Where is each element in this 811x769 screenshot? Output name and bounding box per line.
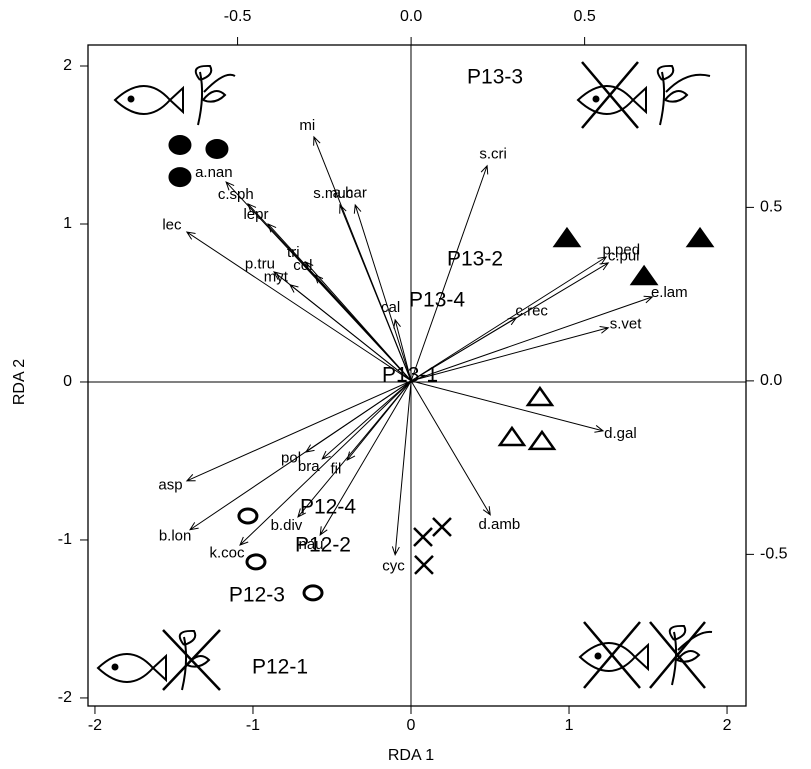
species-label: lec — [162, 216, 182, 233]
species-arrow — [411, 166, 488, 381]
species-label: s.vet — [610, 316, 643, 333]
species-label: b.lon — [159, 527, 192, 544]
x-tick-label: 1 — [565, 717, 574, 734]
y-tick-label: 1 — [63, 215, 72, 232]
species-label: mi — [299, 117, 315, 134]
x2-tick-label: 0.5 — [573, 8, 595, 25]
chart: RDA 1 RDA 2 -2 -1 0 1 2 -2 -1 0 1 2 -0.5 0.0 0.5 -0.5… — [0, 0, 811, 769]
y-tick-label: -1 — [58, 531, 72, 548]
species-arrow — [340, 205, 411, 381]
species-label: c.pul — [608, 248, 640, 265]
species-arrow — [354, 205, 411, 381]
species-label: d.amb — [479, 516, 521, 533]
site-point — [500, 428, 524, 445]
centroid-label: P12-1 — [252, 655, 308, 678]
site-point — [528, 388, 552, 405]
y-axis-label: RDA 2 — [11, 359, 28, 405]
species-arrow — [240, 381, 411, 545]
species-label: cyc — [382, 558, 405, 575]
centroid-label: P13-4 — [409, 288, 465, 311]
y-tick-label: 0 — [63, 373, 72, 390]
y-tick-label: 2 — [63, 57, 72, 74]
centroid-label: P12-3 — [229, 583, 285, 606]
plant-removed-icon — [98, 630, 220, 690]
site-point — [433, 518, 451, 536]
y2-tick-label: 0.5 — [760, 199, 782, 216]
site-point — [688, 229, 712, 246]
site-point — [304, 586, 322, 600]
site-point — [207, 140, 227, 157]
x-tick-label: -1 — [246, 717, 260, 734]
species-arrow — [411, 326, 608, 380]
species-label: cal — [381, 299, 400, 316]
site-point — [415, 556, 433, 574]
site-point — [170, 169, 190, 186]
site-point — [170, 137, 190, 154]
y2-tick-label: 0.0 — [760, 372, 782, 389]
site-point — [632, 267, 656, 284]
x2-tick-label: -0.5 — [224, 8, 252, 25]
species-arrow — [411, 381, 490, 515]
centroid-label: P13-3 — [467, 66, 523, 89]
site-point — [247, 555, 265, 569]
species-arrow — [322, 381, 411, 459]
centroid-label: P12-2 — [295, 534, 351, 557]
y-tick-label: -2 — [58, 689, 72, 706]
species-label: asp — [158, 477, 182, 494]
species-label: b.div — [271, 517, 303, 534]
species-label: d.gal — [604, 425, 637, 442]
x2-tick-label: 0.0 — [400, 8, 422, 25]
x-tick-label: 0 — [407, 717, 416, 734]
x-axis-label: RDA 1 — [388, 747, 434, 764]
species-label: a.nan — [195, 164, 233, 181]
site-point — [414, 528, 432, 546]
fish-removed-icon — [578, 62, 710, 128]
species-label: c.sph — [218, 186, 254, 203]
species-label: c.rec — [515, 303, 548, 320]
species-label: col — [293, 257, 312, 274]
x-tick-label: -2 — [88, 717, 102, 734]
species-label: lepr — [243, 206, 268, 223]
y2-tick-label: -0.5 — [760, 546, 788, 563]
species-arrow — [411, 381, 603, 432]
site-point — [239, 509, 257, 523]
species-label: e.lam — [651, 284, 688, 301]
x-tick-label: 2 — [723, 717, 732, 734]
species-label: a.har — [333, 184, 367, 201]
species-label: fil — [331, 460, 342, 477]
species-label: s.cri — [479, 145, 507, 162]
site-point — [555, 229, 579, 246]
centroid-label: P12-4 — [300, 495, 356, 518]
both-removed-icon — [580, 622, 712, 688]
centroid-label: P13-1 — [382, 364, 438, 387]
fish-plant-icon — [115, 66, 235, 125]
species-label: k.coc — [210, 544, 246, 561]
site-point — [530, 432, 554, 449]
species-label: myt — [264, 268, 289, 285]
centroid-label: P13-2 — [447, 248, 503, 271]
species-label: bra — [298, 458, 320, 475]
